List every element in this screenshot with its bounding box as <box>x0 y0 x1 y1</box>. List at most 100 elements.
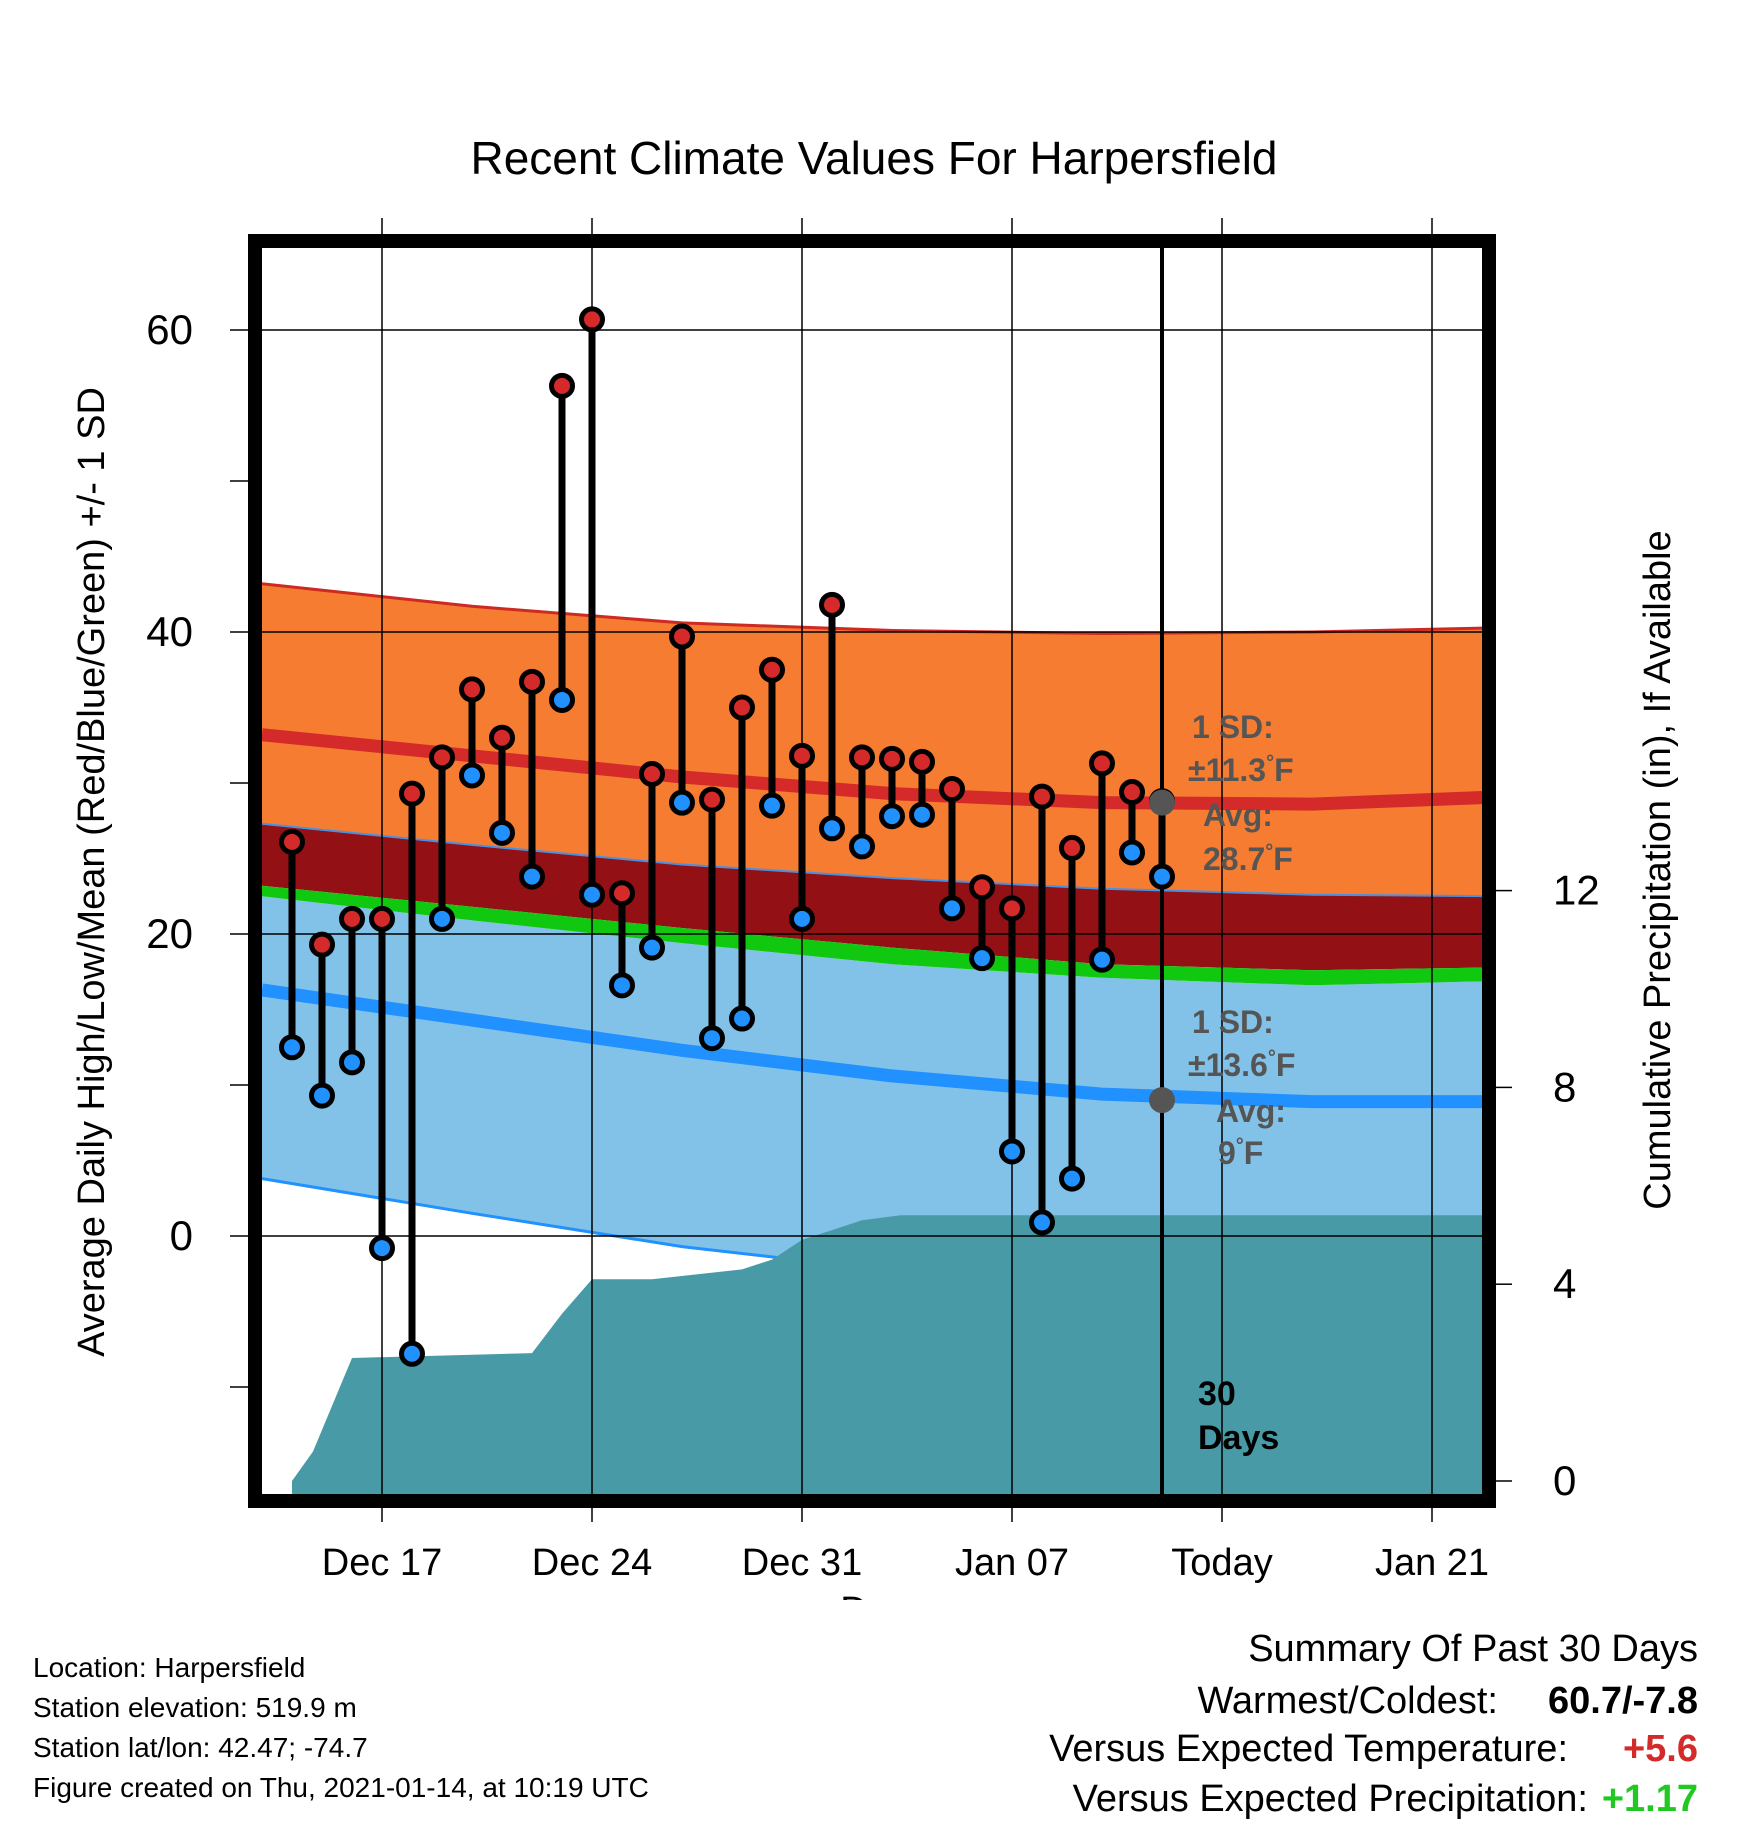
y-tick-label: 0 <box>170 1212 193 1259</box>
daily-low-point <box>489 819 515 846</box>
y-tick-label: 40 <box>146 608 193 655</box>
y-tick-label: 60 <box>146 306 193 353</box>
daily-high-point <box>699 786 725 813</box>
annotation-low-sd-label: 1 SD: <box>1192 1004 1274 1040</box>
daily-low-point <box>1059 1165 1085 1192</box>
x-tick-label: Today <box>1171 1542 1272 1584</box>
daily-low-point <box>879 803 905 830</box>
daily-high-point <box>669 623 695 650</box>
high-lower-line <box>262 822 1482 898</box>
daily-high-point <box>819 591 845 618</box>
info-latlon: Station lat/lon: 42.47; -74.7 <box>33 1732 368 1763</box>
annotation-high-sd-label: 1 SD: <box>1192 709 1274 745</box>
annotation-high-sd-value: ±11.3°F <box>1188 752 1294 788</box>
info-elevation: Station elevation: 519.9 m <box>33 1692 357 1723</box>
x-tick-label: Dec 17 <box>322 1542 442 1584</box>
daily-high-point <box>549 372 575 399</box>
climate-chart: Recent Climate Values For Harpersfield 1… <box>71 132 1679 1600</box>
annotation-low-avg-label: Avg: <box>1216 1093 1286 1129</box>
daily-low-point <box>729 1005 755 1032</box>
summary-precip-label: Versus Expected Precipitation: <box>1072 1778 1588 1820</box>
daily-high-point <box>369 905 395 932</box>
daily-low-point <box>609 972 635 999</box>
daily-low-point <box>969 945 995 972</box>
daily-low-point <box>339 1049 365 1076</box>
daily-low-point <box>999 1138 1025 1165</box>
days-annotation-word: Days <box>1198 1419 1279 1457</box>
y-tick-label: 20 <box>146 910 193 957</box>
daily-high-point <box>879 745 905 772</box>
info-location: Location: Harpersfield <box>33 1652 306 1683</box>
plot-area <box>262 582 1482 1494</box>
daily-low-point <box>429 905 455 932</box>
daily-low-point <box>1089 946 1115 973</box>
summary-temp-label: Versus Expected Temperature: <box>1049 1728 1568 1770</box>
daily-low-point <box>279 1034 305 1061</box>
axes: Dec 17 Dec 24 Dec 31 Jan 07 Today Jan 2102040… <box>146 218 1600 1584</box>
summary-warm-cold-label: Warmest/Coldest: <box>1197 1680 1498 1722</box>
y2-tick-label: 12 <box>1553 867 1600 914</box>
daily-high-point <box>849 744 875 771</box>
daily-low-point <box>1119 839 1145 866</box>
data-layer: 1 SD: ±11.3°F Avg: 28.7°F 1 SD: ±13.6°F Avg: 9°… <box>279 248 1295 1494</box>
daily-high-point <box>609 880 635 907</box>
daily-low-point <box>1149 863 1175 890</box>
daily-low-point <box>789 905 815 932</box>
daily-low-point <box>759 792 785 819</box>
daily-high-point <box>279 828 305 855</box>
chart-title: Recent Climate Values For Harpersfield <box>470 132 1277 184</box>
y2-tick-label: 8 <box>1553 1063 1576 1110</box>
plot-frame <box>248 234 1496 1508</box>
precip-area <box>292 1215 1482 1494</box>
daily-high-point <box>399 780 425 807</box>
daily-low-point <box>909 801 935 828</box>
y2-tick-label: 4 <box>1553 1260 1576 1307</box>
x-axis-label: Day <box>840 1590 908 1600</box>
daily-high-point <box>729 694 755 721</box>
daily-low-point <box>1029 1209 1055 1236</box>
daily-high-point <box>429 744 455 771</box>
avg-high-marker <box>1149 789 1175 816</box>
days-annotation-number: 30 <box>1198 1375 1236 1413</box>
annotation-low-sd-value: ±13.6°F <box>1188 1047 1295 1083</box>
x-tick-label: Dec 24 <box>532 1542 652 1584</box>
daily-high-point <box>489 724 515 751</box>
avg-low-marker <box>1149 1087 1175 1114</box>
plot-border <box>248 234 1496 1508</box>
summary-precip-value: +1.17 <box>1601 1778 1698 1820</box>
daily-high-point <box>999 895 1025 922</box>
daily-high-point <box>579 306 605 333</box>
annotation-low-avg-value: 9°F <box>1218 1135 1263 1171</box>
daily-low-point <box>699 1025 725 1052</box>
y2-axis-label: Cumulative Precipitation (in), If Availa… <box>1637 530 1679 1209</box>
info-created: Figure created on Thu, 2021-01-14, at 10… <box>33 1772 649 1803</box>
normal-high-band <box>262 583 1482 897</box>
summary-temp-value: +5.6 <box>1622 1728 1698 1770</box>
daily-low-point <box>549 686 575 713</box>
summary-warm-cold-value: 60.7/-7.8 <box>1548 1680 1698 1722</box>
daily-high-point <box>1089 750 1115 777</box>
daily-high-point <box>909 748 935 775</box>
daily-high-point <box>789 742 815 769</box>
daily-low-point <box>369 1235 395 1262</box>
daily-low-point <box>819 815 845 842</box>
daily-low-point <box>579 881 605 908</box>
daily-low-point <box>939 895 965 922</box>
x-tick-label: Dec 31 <box>742 1542 862 1584</box>
daily-high-point <box>339 905 365 932</box>
normal-low-band <box>262 896 1482 1286</box>
daily-high-point <box>1119 779 1145 806</box>
daily-low-point <box>459 762 485 789</box>
normal-low-mean-line <box>262 983 1482 1109</box>
y-axis-label: Average Daily High/Low/Mean (Red/Blue/Gr… <box>71 387 113 1357</box>
daily-low-point <box>519 863 545 890</box>
daily-high-point <box>309 931 335 958</box>
daily-low-point <box>639 934 665 961</box>
daily-high-point <box>639 760 665 787</box>
normal-mean-band <box>262 885 1482 986</box>
daily-high-point <box>459 676 485 703</box>
daily-high-point <box>939 776 965 803</box>
annotation-high-avg-value: 28.7°F <box>1203 841 1293 877</box>
x-tick-label: Jan 21 <box>1375 1542 1489 1584</box>
daily-low-point <box>309 1082 335 1109</box>
